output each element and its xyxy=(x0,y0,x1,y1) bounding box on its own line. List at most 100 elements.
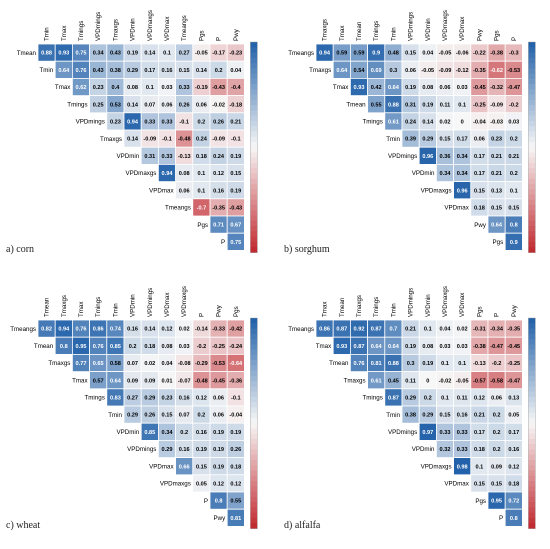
cell-value: 0.12 xyxy=(213,482,224,488)
colorbar-segment xyxy=(250,454,258,461)
cell-value: 0.03 xyxy=(508,120,519,126)
row-label: Tmings xyxy=(363,119,383,126)
cell-value: 0.17 xyxy=(474,154,485,160)
cell-value: 0.07 xyxy=(127,361,138,367)
cell-value: -0.45 xyxy=(212,378,225,384)
cell-value: 0.24 xyxy=(405,120,417,126)
cell-value: 0.95 xyxy=(76,344,87,350)
cell-value: -0.47 xyxy=(507,85,520,91)
colorbar-segment xyxy=(250,486,258,493)
row-label: P xyxy=(499,515,503,522)
colorbar-segment xyxy=(250,152,258,159)
cell-value: -0.62 xyxy=(490,68,503,74)
colorbar-segment xyxy=(250,375,258,382)
colorbar-segment xyxy=(528,147,536,153)
cell-value: 0.2 xyxy=(215,68,223,74)
cell-value: -0.53 xyxy=(212,361,225,367)
cell-value: -0.08 xyxy=(178,361,191,367)
colorbar-segment xyxy=(250,323,258,330)
cell-value: -0.1 xyxy=(179,120,189,126)
cell-value: 0.76 xyxy=(76,68,87,74)
column-label: VPDmax xyxy=(164,292,171,317)
cell-value: 0.19 xyxy=(422,102,433,108)
colorbar-segment xyxy=(528,349,536,356)
cell-value: 0.57 xyxy=(93,378,104,384)
column-label: P xyxy=(198,313,205,317)
cell-value: 0.94 xyxy=(127,120,139,126)
colorbar-segment xyxy=(528,236,536,243)
colorbar-segment xyxy=(250,370,258,377)
cell-value: 0.94 xyxy=(58,327,70,333)
colorbar-segment xyxy=(250,470,258,477)
cell-value: 0.08 xyxy=(162,344,173,350)
cell-value: 0.34 xyxy=(162,430,174,436)
cell-value: -0.05 xyxy=(421,68,434,74)
cell-value: 0.26 xyxy=(179,102,190,108)
cell-value: 0.97 xyxy=(422,430,433,436)
cell-value: 0.17 xyxy=(474,430,485,436)
colorbar-segment xyxy=(250,131,258,138)
cell-value: 0.55 xyxy=(230,499,241,505)
cell-value: 0.04 xyxy=(230,68,242,74)
colorbar-segment xyxy=(250,52,258,59)
cell-value: 0.1 xyxy=(198,171,206,177)
colorbar-segment xyxy=(250,438,258,445)
colorbar-segment xyxy=(528,449,536,456)
cell-value: 0.06 xyxy=(213,413,224,419)
cell-value: 0.59 xyxy=(354,51,365,57)
cell-value: 0.12 xyxy=(508,464,519,470)
colorbar-segment xyxy=(250,89,258,96)
row-label: Tmin xyxy=(386,136,400,143)
cell-value: 0.34 xyxy=(457,154,469,160)
cell-value: 0.02 xyxy=(440,120,451,126)
cell-value: -0.13 xyxy=(473,361,486,367)
cell-value: 0.15 xyxy=(230,171,241,177)
cell-value: 0.06 xyxy=(196,102,207,108)
cell-value: 0.76 xyxy=(76,327,87,333)
cell-value: 0.61 xyxy=(371,378,382,384)
cell-value: 0.31 xyxy=(405,102,416,108)
colorbar-segment xyxy=(250,226,258,232)
cell-value: 0.2 xyxy=(493,447,501,453)
cell-value: 0.29 xyxy=(405,396,416,402)
row-label: VPDmings xyxy=(388,153,417,160)
colorbar-segment xyxy=(250,47,258,54)
cell-value: 0.2 xyxy=(424,396,432,402)
column-label: Tmings xyxy=(373,297,380,317)
colorbar-segment xyxy=(250,333,258,340)
colorbar-segment xyxy=(528,199,536,206)
cell-value: 0.34 xyxy=(457,171,469,177)
column-label: Tmax xyxy=(61,25,68,41)
cell-value: 0.64 xyxy=(491,223,503,229)
cell-value: -0.7 xyxy=(197,206,207,212)
cell-value: -0.03 xyxy=(490,120,503,126)
colorbar-segment xyxy=(250,444,258,450)
column-label: VPDmaxgs xyxy=(442,286,449,317)
cell-value: 0.15 xyxy=(474,188,485,194)
cell-value: 0.19 xyxy=(405,85,416,91)
column-label: VPDmings xyxy=(408,288,415,317)
colorbar-segment xyxy=(528,402,536,408)
cell-value: 0.04 xyxy=(422,51,434,57)
row-label: Pgs xyxy=(493,239,504,246)
cell-value: 0.33 xyxy=(457,430,468,436)
colorbar-segment xyxy=(528,475,536,482)
colorbar-segment xyxy=(250,354,258,361)
cell-value: 0.17 xyxy=(508,430,519,436)
cell-value: 0.06 xyxy=(474,137,485,143)
cell-value: 0.8 xyxy=(510,516,518,522)
row-label: Tmean xyxy=(34,343,54,350)
cell-value: 0.06 xyxy=(162,102,173,108)
row-label: VPDmings xyxy=(76,119,105,126)
cell-value: 0.15 xyxy=(440,137,451,143)
cell-value: 0.21 xyxy=(508,154,519,160)
colorbar-segment xyxy=(528,523,536,529)
cell-value: 0.16 xyxy=(508,447,519,453)
cell-value: -0.32 xyxy=(490,85,503,91)
column-label: Pwy xyxy=(233,28,240,41)
colorbar-segment xyxy=(250,339,258,345)
colorbar-segment xyxy=(250,162,258,169)
cell-value: 0.03 xyxy=(440,344,451,350)
cell-value: 0.24 xyxy=(196,137,208,143)
cell-value: 0.26 xyxy=(230,447,241,453)
